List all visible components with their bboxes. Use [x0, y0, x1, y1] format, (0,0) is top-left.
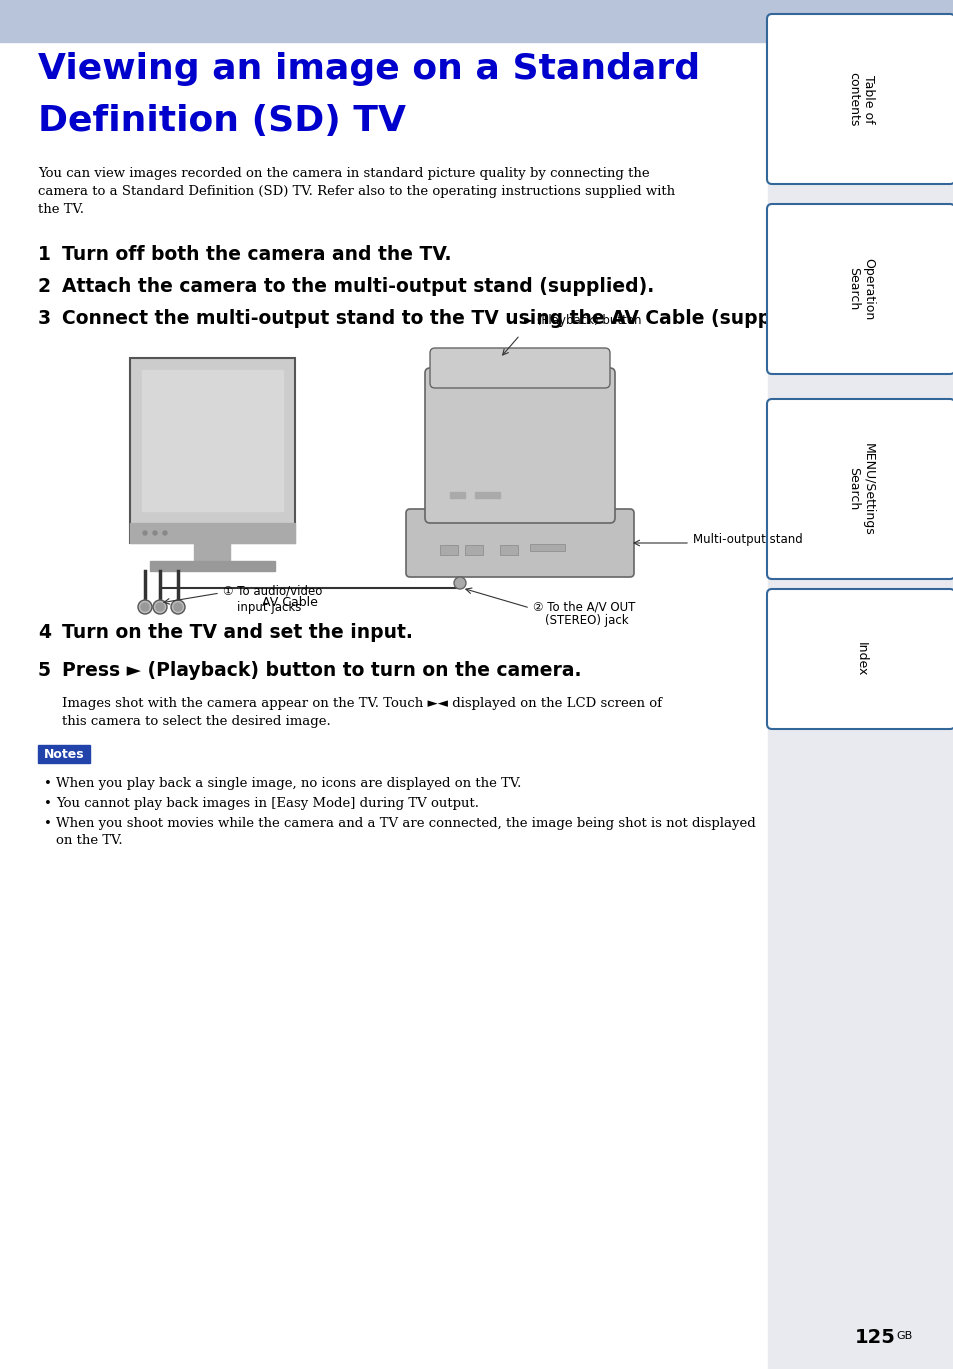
Circle shape [138, 600, 152, 615]
Bar [530, 543, 564, 550]
Circle shape [143, 531, 147, 535]
Circle shape [454, 576, 465, 589]
Bar [475, 491, 499, 498]
Text: Viewing an image on a Standard: Viewing an image on a Standard [38, 52, 700, 86]
Circle shape [156, 602, 164, 611]
Text: 125: 125 [854, 1328, 895, 1347]
Bar [767, 42, 953, 1369]
Circle shape [171, 600, 185, 615]
Circle shape [152, 531, 157, 535]
Text: input jacks: input jacks [236, 601, 301, 615]
FancyBboxPatch shape [766, 589, 953, 730]
Circle shape [141, 602, 149, 611]
Bar [499, 545, 517, 554]
Bar [38, 745, 90, 763]
Text: ② To the A/V OUT: ② To the A/V OUT [533, 600, 635, 613]
Text: Operation
Search: Operation Search [846, 257, 874, 320]
Text: MENU/Settings
Search: MENU/Settings Search [846, 442, 874, 535]
Bar [464, 545, 482, 554]
Text: Index: Index [854, 642, 866, 676]
Text: 2: 2 [38, 277, 51, 296]
Bar [142, 370, 283, 511]
Text: (STEREO) jack: (STEREO) jack [544, 615, 628, 627]
FancyBboxPatch shape [424, 368, 615, 523]
FancyBboxPatch shape [430, 348, 609, 387]
Text: When you play back a single image, no icons are displayed on the TV.: When you play back a single image, no ic… [56, 778, 521, 790]
Text: Turn on the TV and set the input.: Turn on the TV and set the input. [62, 623, 413, 642]
FancyBboxPatch shape [766, 14, 953, 183]
Text: •: • [44, 778, 51, 790]
Circle shape [173, 602, 182, 611]
Text: Images shot with the camera appear on the TV. Touch ►◄ displayed on the LCD scre: Images shot with the camera appear on th… [62, 697, 661, 728]
Text: AV Cable: AV Cable [262, 596, 317, 609]
Text: Definition (SD) TV: Definition (SD) TV [38, 104, 406, 138]
Text: 1: 1 [38, 245, 51, 264]
Text: •: • [44, 817, 51, 830]
Text: When you shoot movies while the camera and a TV are connected, the image being s: When you shoot movies while the camera a… [56, 817, 755, 847]
Text: ① To audio/video: ① To audio/video [223, 585, 322, 598]
FancyBboxPatch shape [766, 398, 953, 579]
Text: Turn off both the camera and the TV.: Turn off both the camera and the TV. [62, 245, 451, 264]
Circle shape [152, 600, 167, 615]
Text: Multi-output stand: Multi-output stand [692, 534, 801, 546]
Text: Notes: Notes [44, 747, 84, 761]
FancyBboxPatch shape [130, 359, 294, 543]
Text: 3: 3 [38, 309, 51, 329]
Text: You cannot play back images in [Easy Mode] during TV output.: You cannot play back images in [Easy Mod… [56, 797, 478, 810]
Bar [130, 523, 294, 543]
Circle shape [163, 531, 167, 535]
Bar [450, 491, 464, 498]
Text: Attach the camera to the multi-output stand (supplied).: Attach the camera to the multi-output st… [62, 277, 654, 296]
Text: You can view images recorded on the camera in standard picture quality by connec: You can view images recorded on the came… [38, 167, 675, 216]
Text: Connect the multi-output stand to the TV using the AV Cable (supplied).: Connect the multi-output stand to the TV… [62, 309, 825, 329]
Bar [0, 0, 953, 42]
Text: •: • [44, 797, 51, 810]
Text: ► (Playback) button: ► (Playback) button [523, 314, 640, 327]
Bar [193, 543, 230, 561]
Text: Press ► (Playback) button to turn on the camera.: Press ► (Playback) button to turn on the… [62, 661, 581, 680]
Text: GB: GB [895, 1331, 911, 1342]
Bar [150, 561, 274, 571]
Text: Table of
contents: Table of contents [846, 71, 874, 126]
Bar [439, 545, 457, 554]
Text: 5: 5 [38, 661, 51, 680]
FancyBboxPatch shape [766, 204, 953, 374]
FancyBboxPatch shape [406, 509, 634, 576]
Text: 4: 4 [38, 623, 51, 642]
